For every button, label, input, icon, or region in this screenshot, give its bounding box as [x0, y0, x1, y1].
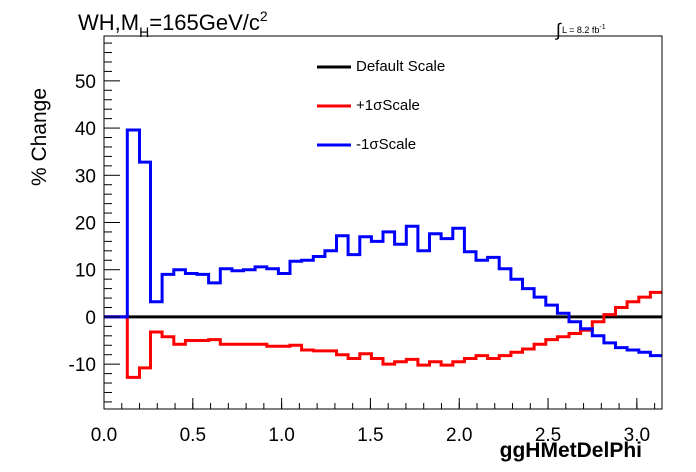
- y-axis-label: % Change: [28, 87, 51, 187]
- luminosity-label: ∫L = 8.2 fb-1: [556, 20, 606, 40]
- series-line-1: [104, 290, 662, 379]
- x-tick-label: 2.0: [446, 425, 472, 446]
- x-tick-label: 1.0: [268, 425, 294, 446]
- plot-frame: [103, 35, 663, 410]
- y-tick-label: 30: [75, 166, 96, 187]
- x-tick-label: 2.5: [535, 425, 561, 446]
- x-tick-label: 0.5: [180, 425, 206, 446]
- y-tick-label: 10: [75, 261, 96, 282]
- legend-entry-2: -1σScale: [356, 136, 417, 153]
- x-axis-label: ggHMetDelPhi: [499, 439, 642, 462]
- x-tick-label: 0.0: [91, 425, 117, 446]
- y-tick-label: 50: [75, 72, 96, 93]
- y-tick-label: 40: [75, 119, 96, 140]
- y-tick-label: 20: [75, 214, 96, 235]
- axis-ticks: 0.0 0.5 1.0 1.5 2.0 2.5 3.0 -10 0 10 20 30 40 50: [69, 42, 656, 446]
- series-traces: [104, 128, 662, 379]
- legend-entry-0: Default Scale: [356, 58, 446, 75]
- chart-title: WH,MH=165GeV/c2: [78, 8, 268, 40]
- y-tick-label: -10: [69, 355, 96, 376]
- series-line-2: [104, 128, 662, 358]
- legend: [317, 65, 351, 147]
- x-tick-label: 3.0: [624, 425, 650, 446]
- legend-entry-1: +1σScale: [356, 97, 420, 114]
- x-tick-label: 1.5: [357, 425, 383, 446]
- y-tick-label: 0: [85, 308, 96, 329]
